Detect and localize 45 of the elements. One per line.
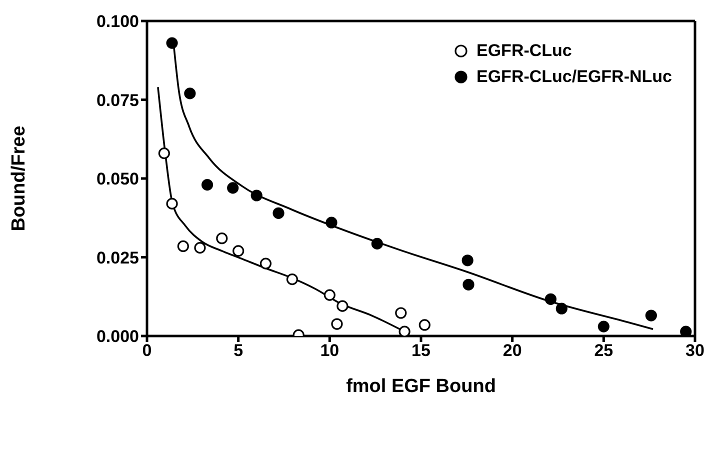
point bbox=[371, 238, 383, 250]
point bbox=[598, 320, 610, 332]
legend-label: EGFR-CLuc bbox=[476, 40, 572, 62]
point bbox=[250, 190, 262, 202]
point bbox=[272, 207, 284, 219]
x-tick-label: 30 bbox=[686, 341, 704, 360]
x-axis-title: fmol EGF Bound bbox=[346, 376, 496, 397]
point bbox=[398, 326, 410, 336]
x-tick-label: 5 bbox=[234, 341, 244, 360]
point bbox=[326, 216, 338, 228]
y-tick-label: 0.100 bbox=[96, 12, 139, 32]
x-tick-label: 15 bbox=[412, 341, 430, 360]
y-tick-label: 0.000 bbox=[96, 327, 139, 346]
point bbox=[184, 88, 196, 100]
point bbox=[324, 289, 336, 301]
point bbox=[166, 198, 178, 210]
point bbox=[194, 242, 206, 254]
point bbox=[166, 37, 178, 49]
y-axis-title: Bound/Free bbox=[8, 126, 30, 232]
point bbox=[158, 148, 170, 160]
point bbox=[216, 232, 228, 244]
point bbox=[260, 258, 272, 270]
point bbox=[462, 278, 474, 290]
y-tick-label: 0.075 bbox=[96, 90, 139, 110]
x-tick-label: 10 bbox=[320, 341, 340, 360]
point bbox=[227, 182, 239, 194]
point bbox=[645, 310, 657, 322]
point bbox=[556, 302, 568, 314]
x-tick-label: 20 bbox=[502, 341, 522, 360]
point bbox=[201, 179, 214, 191]
point bbox=[232, 245, 244, 257]
point bbox=[336, 300, 348, 312]
legend-label: EGFR-CLuc/EGFR-NLuc bbox=[476, 66, 672, 88]
point bbox=[177, 240, 189, 252]
point bbox=[680, 326, 692, 336]
point bbox=[418, 319, 430, 331]
point bbox=[395, 307, 407, 319]
y-tick-label: 0.025 bbox=[96, 248, 139, 268]
point bbox=[544, 293, 556, 305]
point bbox=[331, 318, 343, 330]
x-tick-label: 25 bbox=[594, 341, 614, 360]
y-tick-label: 0.050 bbox=[96, 170, 139, 189]
x-tick-label: 0 bbox=[142, 341, 152, 360]
point bbox=[286, 274, 298, 286]
point bbox=[462, 254, 474, 266]
